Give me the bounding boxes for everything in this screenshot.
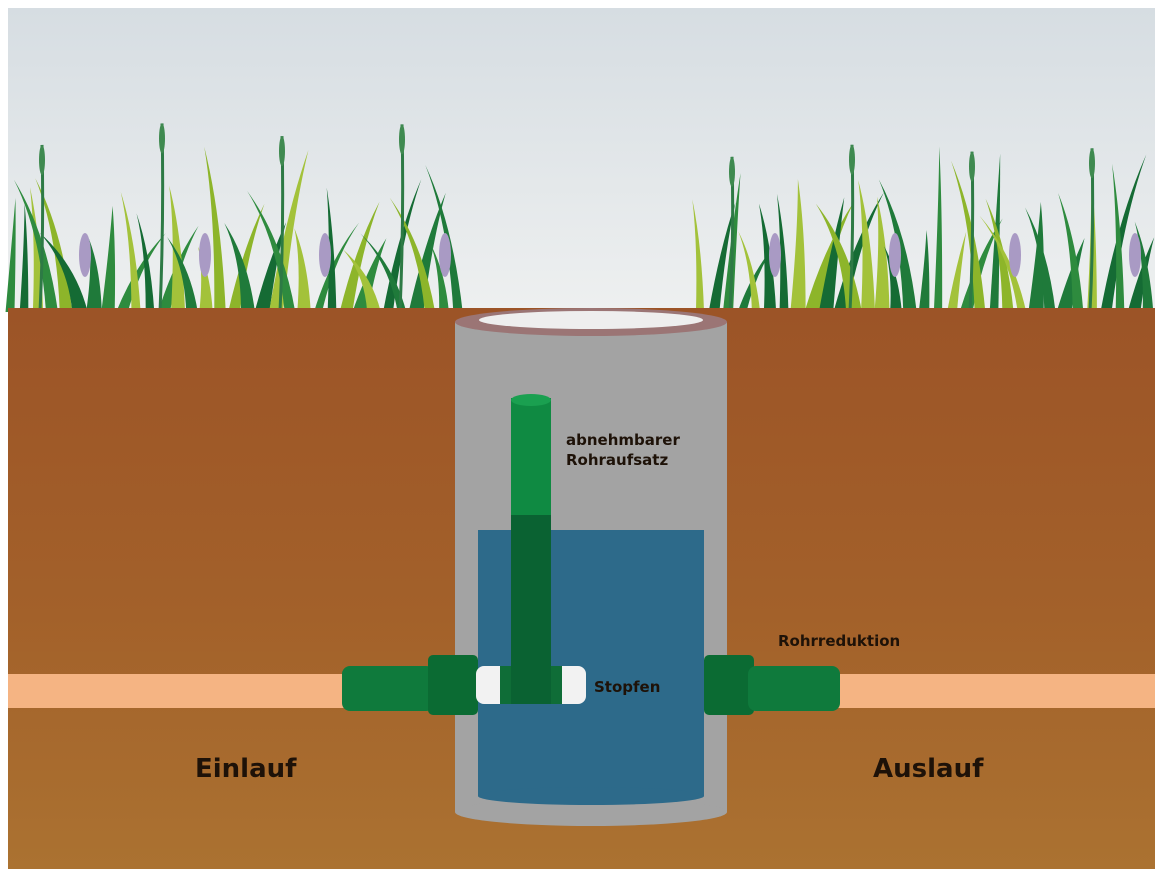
- grass-blade: [758, 203, 777, 312]
- grass-blade: [1009, 233, 1021, 277]
- grass-blade: [19, 203, 29, 312]
- grass-blade: [729, 156, 735, 187]
- grass-blade: [279, 136, 285, 167]
- label-plug: Stopfen: [594, 678, 660, 696]
- grass-blade: [737, 243, 777, 312]
- grass: [5, 123, 1155, 313]
- label-outlet: Auslauf: [873, 754, 984, 784]
- grass-blade: [399, 124, 405, 155]
- outlet-pipe: [830, 674, 1155, 708]
- grass-blade: [86, 238, 102, 312]
- manhole: [455, 308, 727, 826]
- grass-blade: [738, 231, 761, 312]
- grass-blade: [39, 144, 45, 175]
- grass-blade: [918, 229, 930, 312]
- grass-blade: [120, 191, 141, 312]
- grass-blade: [39, 232, 88, 312]
- grass-blade: [1056, 238, 1085, 312]
- grass-blade: [804, 201, 855, 312]
- grass-blade: [228, 203, 265, 312]
- grass-blade: [326, 187, 337, 312]
- grass-blade: [294, 228, 311, 312]
- grass-blade: [818, 197, 845, 312]
- grass-blade: [884, 246, 902, 312]
- grass-blade: [313, 222, 360, 312]
- grass-blade: [1129, 233, 1141, 277]
- grass-blade: [439, 233, 451, 277]
- grass-blade: [159, 123, 165, 154]
- grass-blade: [979, 215, 1027, 312]
- outlet-fitting: [704, 655, 840, 715]
- grass-blade: [319, 233, 331, 277]
- label-reduction: Rohrreduktion: [778, 632, 900, 650]
- grass-blade: [1100, 154, 1147, 312]
- grass-blade: [969, 151, 975, 182]
- sky: [8, 8, 1155, 313]
- grass-blade: [776, 193, 789, 312]
- grass-blade: [199, 233, 211, 277]
- grass-blade: [692, 199, 705, 312]
- grass-blade: [858, 180, 876, 312]
- grass-blade: [1089, 148, 1095, 179]
- grass-blade: [889, 233, 901, 277]
- grass-blade: [1058, 192, 1084, 312]
- grass-blade: [425, 165, 463, 312]
- grass-blade: [985, 198, 1014, 312]
- grass-blade: [389, 197, 436, 312]
- grass-blade: [790, 179, 806, 312]
- grass-blade: [204, 146, 226, 312]
- grass-blade: [708, 202, 736, 312]
- grass-blade: [169, 185, 186, 312]
- grass-blade: [1028, 201, 1044, 312]
- grass-blade: [1127, 237, 1155, 312]
- grass-blade: [342, 249, 381, 312]
- grass-blade: [79, 233, 91, 277]
- grass-blade: [769, 233, 781, 277]
- inlet-pipe: [8, 674, 348, 708]
- grass-blade: [408, 192, 446, 312]
- grass-blade: [13, 179, 58, 312]
- grass-blade: [254, 222, 286, 312]
- grass-blade: [874, 196, 890, 312]
- grass-blade: [5, 198, 16, 312]
- grass-blade: [101, 205, 116, 312]
- grass-blade: [167, 237, 198, 312]
- grass-blade: [116, 233, 166, 312]
- label-attachment-line1: abnehmbarer: [566, 431, 680, 449]
- grass-blade: [933, 146, 943, 312]
- grass-blade: [1025, 207, 1056, 312]
- grass-blade: [1112, 163, 1125, 312]
- grass-blade: [951, 160, 986, 312]
- grass-blade: [247, 191, 296, 312]
- grass-blade: [339, 201, 380, 312]
- grass-blade: [136, 213, 155, 312]
- grass-blade: [947, 231, 967, 312]
- label-attachment-line2: Rohraufsatz: [566, 451, 668, 469]
- grass-blade: [35, 178, 73, 312]
- grass-blade: [849, 144, 855, 175]
- grass-blade: [431, 244, 449, 312]
- grass-blade: [360, 233, 407, 312]
- grass-blade: [224, 222, 255, 312]
- label-inlet: Einlauf: [195, 754, 297, 784]
- inlet-fitting: [342, 394, 586, 715]
